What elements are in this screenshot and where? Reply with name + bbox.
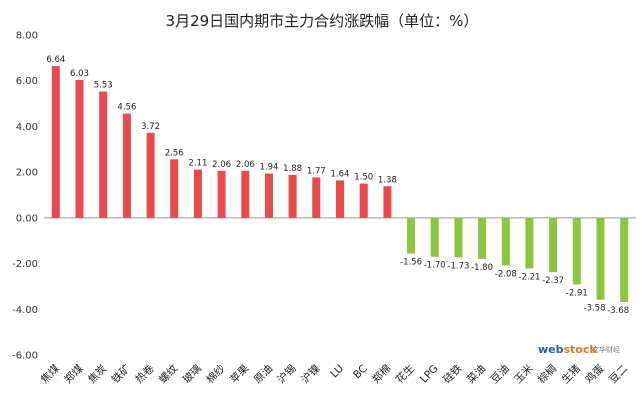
bar-13 [336, 180, 344, 218]
bar-20 [501, 217, 510, 266]
data-label: -2.91 [566, 288, 588, 298]
data-label: 3.72 [141, 122, 160, 132]
bar-16 [407, 217, 415, 254]
x-tick-label: 沪锡 [275, 362, 299, 386]
bar-2 [75, 80, 84, 218]
bar-24 [596, 217, 605, 300]
x-tick-label: 玉米 [511, 362, 535, 386]
bar-23 [572, 217, 581, 285]
data-label: 2.11 [188, 159, 207, 169]
data-label: 2.06 [236, 160, 255, 170]
svg-text:webstock: webstock [538, 343, 597, 356]
x-tick-label: 豆二 [607, 363, 630, 386]
data-label: 1.88 [283, 164, 302, 174]
bar-14 [359, 183, 368, 218]
x-tick-label: 焦炭 [85, 362, 109, 386]
data-label: 1.77 [307, 166, 326, 176]
x-axis-labels: 焦煤 郑煤 焦炭 铁矿 热卷 螺纹 玻璃 棉纱 苹果 原油 沪锡 沪镍 LU BC 郑棉 花生 LPG 硅铁 菜油豆… [38, 362, 630, 386]
bar-11 [288, 174, 297, 218]
x-tick-label: 硅铁 [440, 362, 464, 386]
x-tick-label: 豆油 [488, 362, 512, 386]
x-tick-label: 热卷 [133, 362, 157, 386]
data-label: -3.68 [607, 306, 629, 316]
data-label: -3.58 [584, 304, 606, 314]
bar-4 [122, 113, 131, 218]
x-tick-label: 郑棉 [369, 362, 393, 386]
x-tick-label: 生猪 [559, 362, 583, 386]
bar-1 [51, 66, 60, 218]
y-tick-label: -2.00 [12, 259, 38, 270]
bar-18 [454, 217, 463, 258]
watermark-part1: web [538, 343, 564, 356]
bar-10 [265, 173, 273, 218]
bar-15 [383, 186, 392, 218]
x-tick-label: LPG [418, 363, 441, 386]
y-tick-label: 8.00 [16, 31, 38, 42]
data-label: -1.73 [447, 261, 469, 271]
data-label: 1.50 [354, 173, 373, 183]
data-labels: 6.64 6.03 5.53 4.56 3.72 2.56 2.11 2.06 2.06 1.94… [46, 55, 629, 316]
x-tick-label: 棉纱 [204, 362, 228, 386]
x-tick-label: 铁矿 [109, 362, 133, 386]
y-tick-label: 2.00 [16, 168, 38, 179]
data-label: 1.64 [331, 169, 350, 179]
bar-12 [312, 177, 321, 218]
data-label: 2.56 [165, 148, 184, 158]
x-tick-label: BC [351, 363, 370, 382]
bar-8 [217, 170, 226, 218]
bar-9 [241, 170, 250, 218]
x-tick-label: 花生 [393, 362, 417, 386]
data-label: 5.53 [94, 81, 113, 91]
x-tick-label: 菜油 [464, 362, 488, 386]
bar-3 [99, 91, 108, 218]
watermark-part2: stock [564, 343, 598, 356]
x-tick-label: 原油 [251, 362, 275, 386]
x-tick-label: 苹果 [227, 362, 251, 386]
bar-5 [146, 132, 155, 218]
bar-25 [620, 217, 629, 302]
data-label: -1.56 [400, 258, 422, 268]
data-label: 4.56 [117, 103, 136, 113]
bar-21 [525, 217, 534, 269]
x-tick-label: 焦煤 [38, 362, 62, 386]
x-tick-label: 棕榈 [535, 362, 559, 386]
y-tick-label: -6.00 [12, 351, 38, 362]
data-label: 1.38 [378, 175, 397, 185]
x-tick-label: 沪镍 [298, 362, 322, 386]
bar-7 [193, 169, 202, 218]
data-label: -2.37 [542, 276, 564, 286]
bar-19 [478, 217, 487, 259]
data-label: -2.21 [518, 272, 540, 282]
x-tick-label: 玻璃 [180, 362, 204, 386]
bar-17 [430, 217, 439, 257]
bar-series [51, 66, 629, 302]
watermark-subtitle: 文华财经 [592, 345, 620, 354]
data-label: -1.70 [424, 261, 446, 271]
x-tick-label: 郑煤 [62, 362, 86, 386]
y-tick-label: 4.00 [16, 122, 38, 133]
bar-6 [170, 159, 179, 218]
data-label: 2.06 [212, 160, 231, 170]
data-label: -1.80 [471, 263, 493, 273]
y-tick-label: -4.00 [12, 305, 38, 316]
data-label: 6.03 [70, 69, 89, 79]
x-tick-label: LU [328, 363, 346, 381]
y-tick-label: 6.00 [16, 76, 38, 87]
x-tick-label: 鸡蛋 [583, 362, 607, 386]
y-axis: 8.00 6.00 4.00 2.00 0.00 -2.00 -4.00 -6.00 [12, 31, 38, 362]
data-label: 1.94 [260, 163, 279, 173]
x-tick-label: 螺纹 [156, 362, 180, 386]
data-label: 6.64 [46, 55, 65, 65]
data-label: -2.08 [495, 269, 517, 279]
bar-22 [549, 217, 558, 273]
y-tick-label: 0.00 [16, 213, 38, 224]
chart-title: 3月29日国内期市主力合约涨跌幅（单位：%） [166, 12, 479, 30]
watermark-logo: webstock 文华财经 [538, 343, 620, 356]
